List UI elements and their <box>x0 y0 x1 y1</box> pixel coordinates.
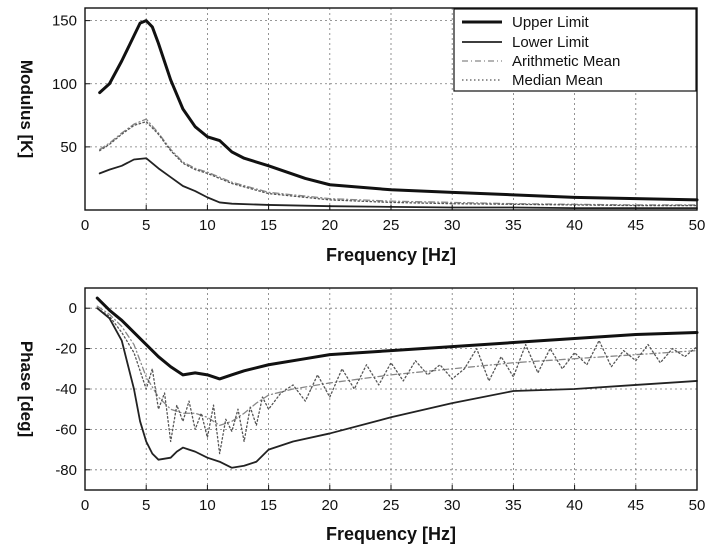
x-axis-label-top: Frequency [Hz] <box>326 245 456 265</box>
chart-phase: 0 5 10 15 20 25 30 35 40 45 50 0 -20 -40 -60 -80 Frequ… <box>17 287 706 544</box>
series-line-median-mean-bottom <box>96 307 698 455</box>
x-tick-label-top-2: 10 <box>199 217 216 234</box>
x-tick-label-bottom-10: 50 <box>689 497 706 514</box>
x-tick-label-top-7: 35 <box>505 217 522 234</box>
x-tick-label-top-6: 30 <box>444 217 461 234</box>
x-tick-label-bottom-4: 20 <box>321 497 338 514</box>
series-line-lower-limit-bottom <box>96 307 698 469</box>
x-ticks-top: 0 5 10 15 20 25 30 35 40 45 50 <box>81 205 706 234</box>
x-tick-label-bottom-3: 15 <box>260 497 277 514</box>
x-tick-label-bottom-2: 10 <box>199 497 216 514</box>
y-tick-label-bottom-3: -60 <box>55 421 77 438</box>
legend: Upper Limit Lower Limit Arithmetic Mean … <box>453 8 697 92</box>
x-tick-label-bottom-5: 25 <box>383 497 400 514</box>
legend-label-upper-limit: Upper Limit <box>512 14 590 31</box>
x-tick-label-bottom-1: 5 <box>142 497 150 514</box>
x-tick-label-bottom-8: 40 <box>566 497 583 514</box>
x-tick-label-bottom-7: 35 <box>505 497 522 514</box>
series-line-upper-limit-top <box>98 19 699 202</box>
x-tick-label-top-5: 25 <box>383 217 400 234</box>
y-tick-label-top-2: 150 <box>52 13 77 30</box>
y-tick-label-bottom-2: -40 <box>55 381 77 398</box>
series-group-top <box>98 19 699 210</box>
legend-label-median-mean: Median Mean <box>512 72 603 89</box>
series-group-bottom <box>95 296 699 469</box>
x-tick-label-bottom-6: 30 <box>444 497 461 514</box>
x-tick-label-bottom-0: 0 <box>81 497 89 514</box>
legend-label-arithmetic-mean: Arithmetic Mean <box>512 53 620 70</box>
y-tick-label-top-0: 50 <box>60 139 77 156</box>
y-axis-label-top: Modulus [K] <box>17 60 36 158</box>
y-tick-label-top-1: 100 <box>52 76 77 93</box>
y-tick-label-bottom-0: 0 <box>69 300 77 317</box>
x-tick-label-top-1: 5 <box>142 217 150 234</box>
y-tick-label-bottom-4: -80 <box>55 462 77 479</box>
x-tick-label-bottom-9: 45 <box>627 497 644 514</box>
series-line-lower-limit-top <box>98 157 698 210</box>
grid-bottom <box>85 288 697 490</box>
legend-label-lower-limit: Lower Limit <box>512 34 590 51</box>
y-axis-label-bottom: Phase [deg] <box>17 341 36 437</box>
y-tick-label-bottom-1: -20 <box>55 341 77 358</box>
x-tick-label-top-4: 20 <box>321 217 338 234</box>
series-line-median-mean-top <box>99 120 698 207</box>
series-line-arithmetic-mean-top <box>99 118 698 206</box>
x-tick-label-top-9: 45 <box>627 217 644 234</box>
x-tick-label-top-8: 40 <box>566 217 583 234</box>
series-line-upper-limit-bottom <box>95 296 699 381</box>
x-ticks-bottom: 0 5 10 15 20 25 30 35 40 45 50 <box>81 485 706 514</box>
x-tick-label-top-10: 50 <box>689 217 706 234</box>
x-tick-label-top-0: 0 <box>81 217 89 234</box>
chart-modulus: 0 5 10 15 20 25 30 35 40 45 50 50 100 150 Frequency … <box>17 7 706 265</box>
y-ticks-top: 50 100 150 <box>52 13 90 156</box>
x-tick-label-top-3: 15 <box>260 217 277 234</box>
y-ticks-bottom: 0 -20 -40 -60 -80 <box>55 300 90 479</box>
x-axis-label-bottom: Frequency [Hz] <box>326 524 456 544</box>
series-line-arithmetic-mean-bottom <box>96 305 698 427</box>
